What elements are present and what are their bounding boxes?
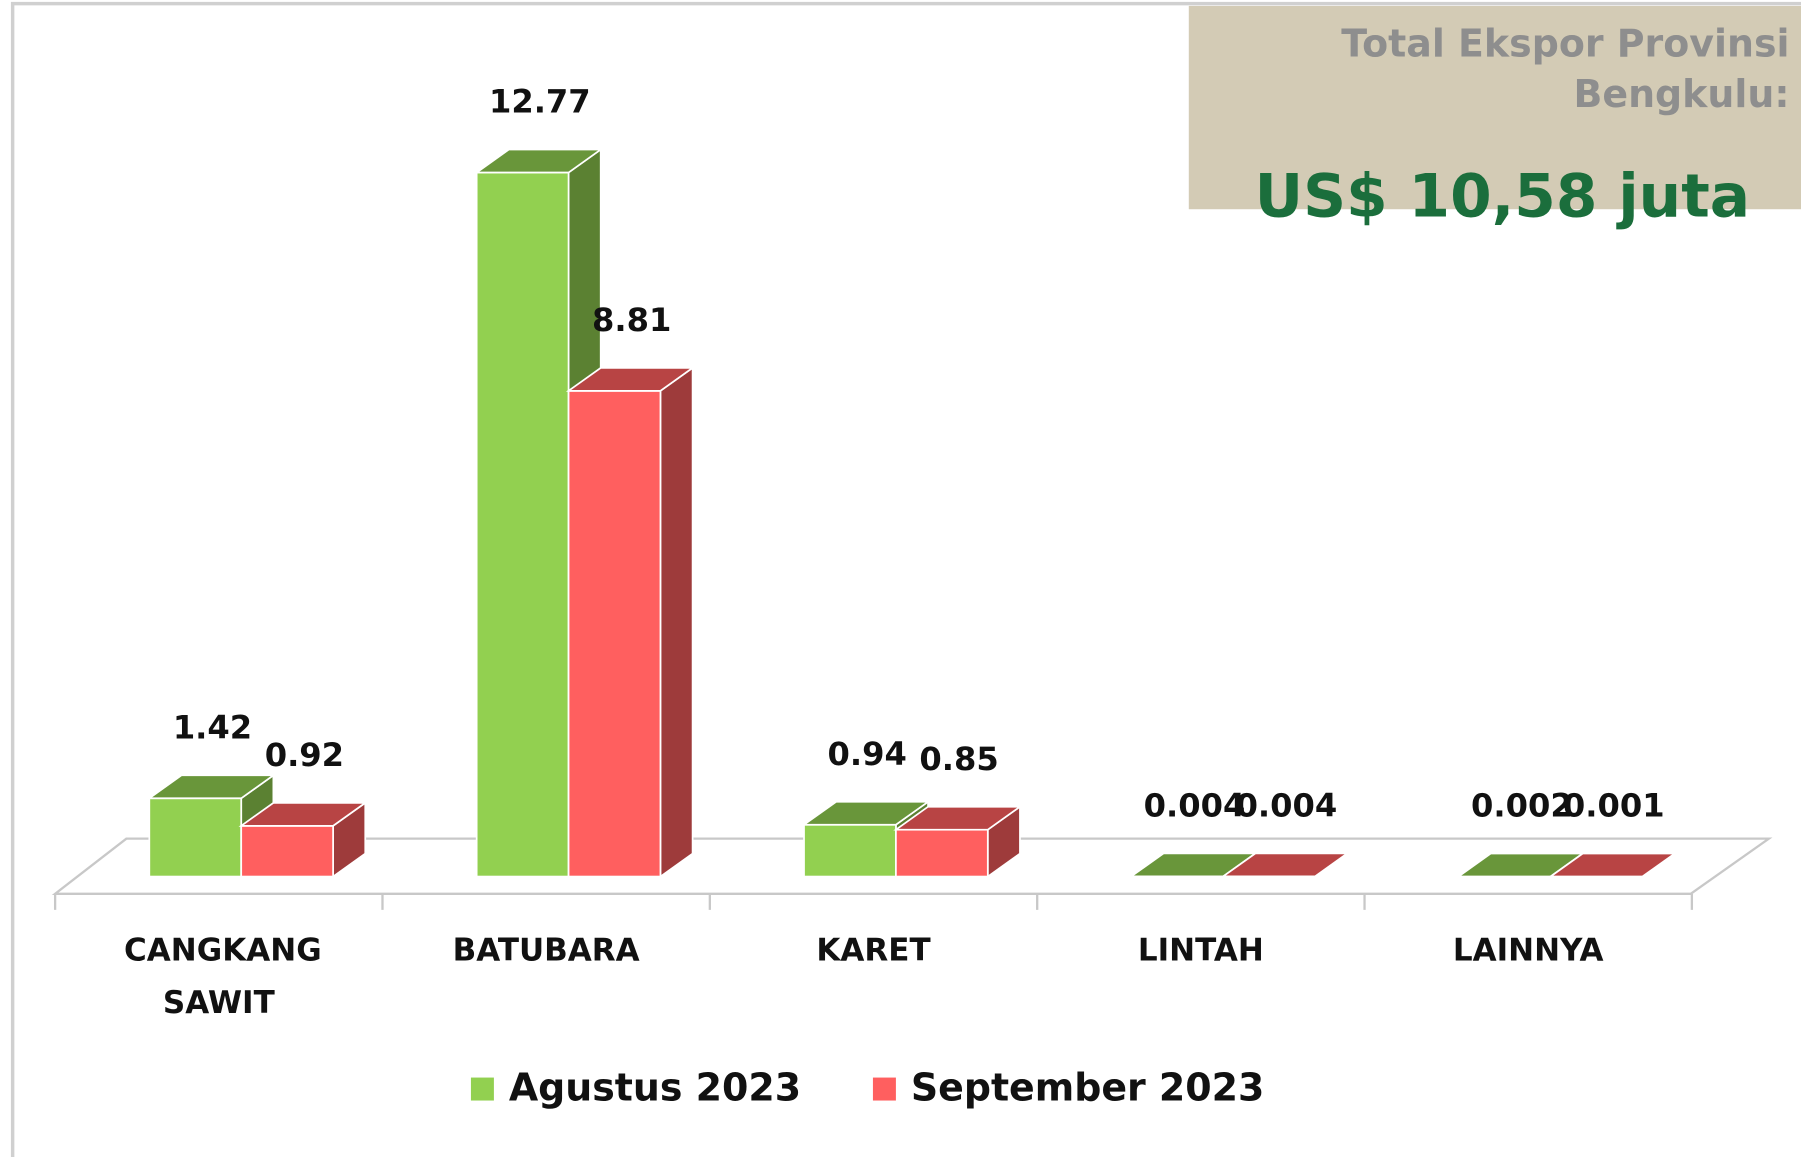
x-tick-label-box: BATUBARA xyxy=(452,932,640,969)
value-label: 8.81 xyxy=(592,301,671,339)
value-label: 1.42 xyxy=(173,708,252,746)
x-tick-label-box: LINTAH xyxy=(1137,932,1264,969)
x-tick-label: BATUBARA xyxy=(452,932,640,969)
x-tick-label: LAINNYA xyxy=(1452,932,1604,969)
bar-top xyxy=(473,148,604,174)
x-tick-label-box: LAINNYA xyxy=(1452,932,1604,969)
bar xyxy=(475,171,570,878)
bar-top xyxy=(1220,852,1350,878)
bar xyxy=(803,823,897,878)
bar-top xyxy=(565,367,696,392)
bar-side xyxy=(659,366,694,879)
value-label: 0.004 xyxy=(1236,786,1338,824)
bar-top xyxy=(238,802,368,827)
value-label: 0.85 xyxy=(919,740,998,778)
value-label: 0.004 xyxy=(1144,786,1246,824)
bar-top xyxy=(1547,852,1678,878)
annotation-heading-box: Total Ekspor Provinsi Bengkulu: xyxy=(1341,20,1790,117)
legend-label: September 2023 xyxy=(911,1066,1265,1110)
value-label: 0.92 xyxy=(265,736,344,774)
legend-swatch xyxy=(470,1077,494,1101)
bar xyxy=(148,797,243,878)
x-tick-label: KARET xyxy=(816,932,931,969)
bar-top xyxy=(146,774,277,800)
value-label: 0.94 xyxy=(828,735,907,773)
annotation-value: US$ 10,58 juta xyxy=(1255,163,1750,232)
bar xyxy=(240,824,334,878)
value-label: 0.001 xyxy=(1563,787,1665,825)
annotation-heading: Total Ekspor Provinsi Bengkulu: xyxy=(1341,20,1790,117)
x-tick-label-box: CANGKANG SAWIT xyxy=(124,932,322,1022)
value-label: 12.77 xyxy=(489,83,591,121)
legend-swatch xyxy=(872,1077,896,1101)
bar xyxy=(895,828,989,878)
frame xyxy=(10,1,1801,1157)
legend-label: Agustus 2023 xyxy=(509,1066,801,1110)
bar-top xyxy=(801,800,931,826)
x-tick-label-box: KARET xyxy=(816,932,931,969)
x-tick-label: CANGKANG SAWIT xyxy=(124,932,322,1022)
annotation-box xyxy=(1188,5,1801,210)
bar-top xyxy=(893,805,1023,831)
bar xyxy=(567,389,662,878)
value-label: 0.002 xyxy=(1471,787,1573,825)
x-tick-label: LINTAH xyxy=(1137,932,1264,969)
